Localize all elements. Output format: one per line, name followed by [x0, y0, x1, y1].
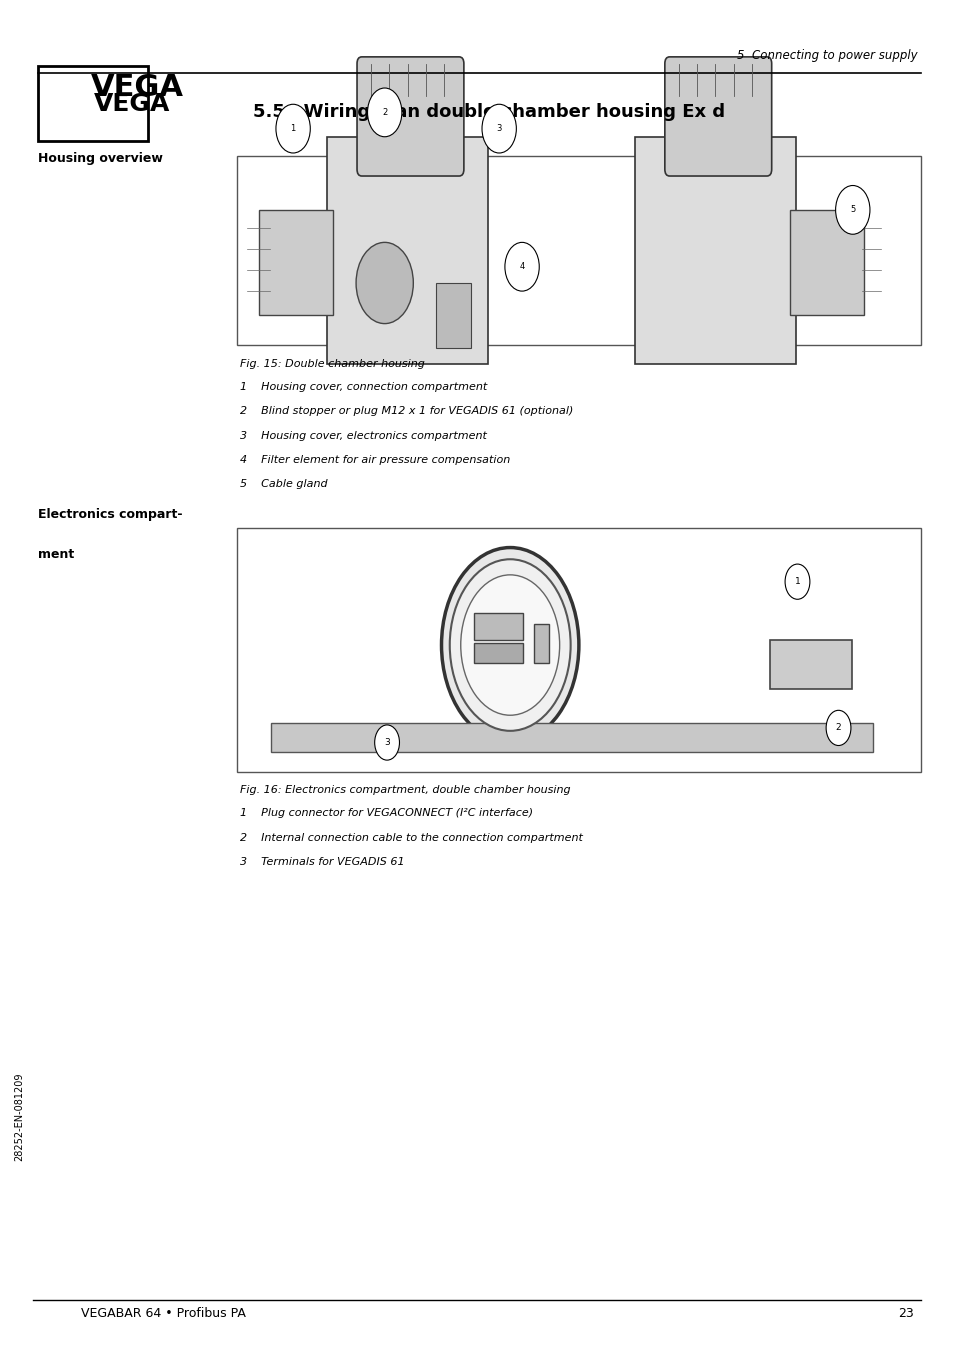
Bar	[789, 210, 863, 315]
Circle shape	[275, 104, 310, 153]
Text: Electronics compart-: Electronics compart-	[38, 508, 182, 521]
Bar	[534, 624, 549, 662]
Circle shape	[460, 575, 559, 715]
Text: VEGABAR 64 • Profibus PA: VEGABAR 64 • Profibus PA	[81, 1307, 246, 1320]
Bar	[769, 640, 851, 689]
Bar	[327, 137, 487, 364]
Bar	[436, 283, 470, 348]
Text: 3: 3	[496, 125, 501, 133]
Circle shape	[449, 559, 570, 731]
Text: 1: 1	[794, 577, 800, 586]
Text: 5: 5	[849, 206, 855, 214]
Text: 4: 4	[518, 263, 524, 271]
Text: 5    Cable gland: 5 Cable gland	[240, 479, 328, 489]
Text: VEGA: VEGA	[93, 92, 170, 116]
Bar	[635, 137, 795, 364]
Text: ment: ment	[38, 548, 74, 562]
Text: 3    Housing cover, electronics compartment: 3 Housing cover, electronics compartment	[240, 431, 487, 440]
Bar	[258, 210, 333, 315]
Circle shape	[441, 547, 578, 742]
Text: Housing overview: Housing overview	[38, 152, 163, 165]
Text: 1    Plug connector for VEGACONNECT (I²C interface): 1 Plug connector for VEGACONNECT (I²C in…	[240, 808, 533, 818]
Text: 3: 3	[384, 738, 390, 747]
FancyBboxPatch shape	[356, 57, 463, 176]
Text: 1: 1	[290, 125, 295, 133]
Text: 5.5   Wiring plan double chamber housing Ex d: 5.5 Wiring plan double chamber housing E…	[253, 103, 724, 121]
Circle shape	[835, 185, 869, 234]
Text: 3    Terminals for VEGADIS 61: 3 Terminals for VEGADIS 61	[240, 857, 405, 867]
Text: 28252-EN-081209: 28252-EN-081209	[14, 1072, 24, 1162]
Circle shape	[825, 711, 850, 746]
Text: Fig. 15: Double chamber housing: Fig. 15: Double chamber housing	[240, 359, 425, 368]
Bar	[474, 643, 522, 662]
Circle shape	[375, 724, 399, 760]
Text: 1    Housing cover, connection compartment: 1 Housing cover, connection compartment	[240, 382, 487, 391]
Text: 23: 23	[897, 1307, 913, 1320]
Circle shape	[481, 104, 516, 153]
FancyBboxPatch shape	[664, 57, 771, 176]
Text: Fig. 16: Electronics compartment, double chamber housing: Fig. 16: Electronics compartment, double…	[240, 785, 571, 795]
Bar	[38, 66, 148, 141]
Circle shape	[355, 242, 413, 324]
Text: 2    Internal connection cable to the connection compartment: 2 Internal connection cable to the conne…	[240, 833, 582, 842]
Text: 2: 2	[835, 723, 841, 733]
Circle shape	[504, 242, 538, 291]
Text: 5  Connecting to power supply: 5 Connecting to power supply	[737, 49, 917, 62]
Bar	[236, 156, 920, 345]
Bar	[474, 613, 522, 640]
Text: 2: 2	[381, 108, 387, 116]
Bar	[271, 723, 872, 753]
Circle shape	[367, 88, 401, 137]
Text: 2    Blind stopper or plug M12 x 1 for VEGADIS 61 (optional): 2 Blind stopper or plug M12 x 1 for VEGA…	[240, 406, 573, 416]
Text: 4    Filter element for air pressure compensation: 4 Filter element for air pressure compen…	[240, 455, 510, 464]
Bar	[236, 528, 920, 772]
Text: VEGA: VEGA	[91, 73, 183, 102]
Circle shape	[784, 565, 809, 600]
